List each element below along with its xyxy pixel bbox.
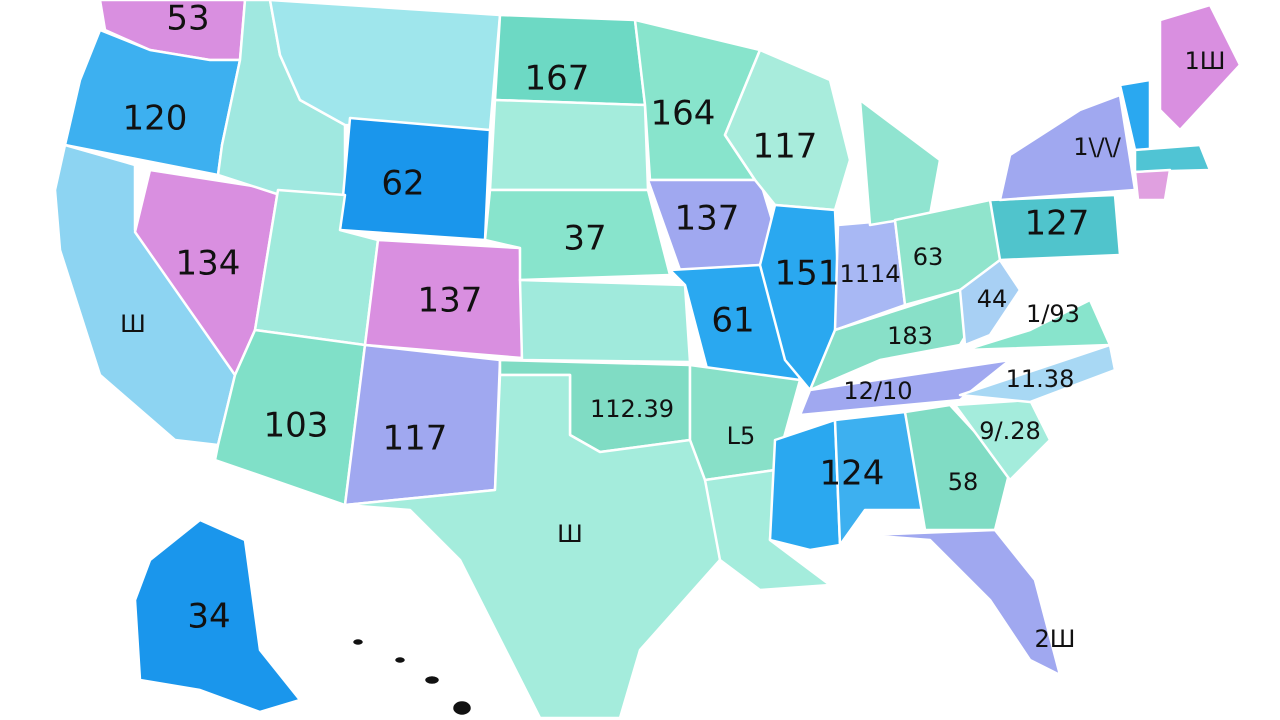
state-label: 1114 xyxy=(839,260,900,288)
state-label: 53 xyxy=(166,0,209,39)
state-label: 103 xyxy=(264,406,329,446)
state-al xyxy=(833,410,927,547)
state-label: 63 xyxy=(913,243,944,271)
state-ma xyxy=(1133,143,1212,174)
state-label: 1/93 xyxy=(1026,300,1080,328)
labels: 53 120 Ш 134 62 137 103 117 167 37 112.3… xyxy=(120,0,1225,653)
state-label: 124 xyxy=(820,454,885,494)
state-ga xyxy=(903,403,1012,532)
island-hi xyxy=(422,673,442,687)
state-label: 11.38 xyxy=(1006,365,1075,393)
state-label: 12/10 xyxy=(843,377,912,405)
state-label: 183 xyxy=(887,322,933,350)
state-label: 58 xyxy=(948,468,979,496)
states xyxy=(53,0,1242,720)
state-label: 117 xyxy=(753,127,818,167)
state-label: 34 xyxy=(187,597,230,637)
state-sc xyxy=(953,398,1052,482)
state-pa xyxy=(988,193,1122,262)
state-label: 37 xyxy=(563,219,606,259)
state-label: 137 xyxy=(418,281,483,321)
state-label: Ш xyxy=(557,520,583,548)
state-label: 134 xyxy=(176,244,241,284)
state-label: 62 xyxy=(381,164,424,204)
state-va xyxy=(963,298,1112,352)
state-wv xyxy=(958,258,1022,347)
state-label: 151 xyxy=(775,254,840,294)
state-label: 137 xyxy=(675,199,740,239)
state-label: 1Ш xyxy=(1185,47,1226,75)
state-label: 9/.28 xyxy=(979,417,1041,445)
state-tx xyxy=(343,373,722,720)
state-ms xyxy=(768,418,842,552)
island-hi xyxy=(392,654,408,666)
island-hi xyxy=(350,636,366,648)
state-nc xyxy=(958,343,1117,404)
state-ak xyxy=(133,518,302,714)
state-label: L5 xyxy=(727,422,756,450)
state-label: 164 xyxy=(651,94,716,134)
state-label: 117 xyxy=(383,419,448,459)
state-label: 127 xyxy=(1025,204,1090,244)
state-ny xyxy=(998,93,1137,202)
state-tn xyxy=(798,358,1012,417)
state-sd xyxy=(488,98,650,192)
state-label: 167 xyxy=(525,59,590,99)
island-hi xyxy=(450,698,474,718)
state-ks xyxy=(518,278,692,364)
state-label: 61 xyxy=(711,301,754,341)
state-label: 1\/\/ xyxy=(1073,133,1122,161)
state-ct xyxy=(1133,168,1172,202)
state-label: 2Ш xyxy=(1035,625,1076,653)
state-ca xyxy=(53,143,237,447)
state-fl xyxy=(863,528,1062,677)
state-mi xyxy=(858,98,942,227)
state-label: 44 xyxy=(977,285,1008,313)
state-label: 112.39 xyxy=(590,395,674,423)
state-me xyxy=(1158,3,1242,132)
state-label: Ш xyxy=(120,310,146,338)
state-label: 120 xyxy=(123,99,188,139)
